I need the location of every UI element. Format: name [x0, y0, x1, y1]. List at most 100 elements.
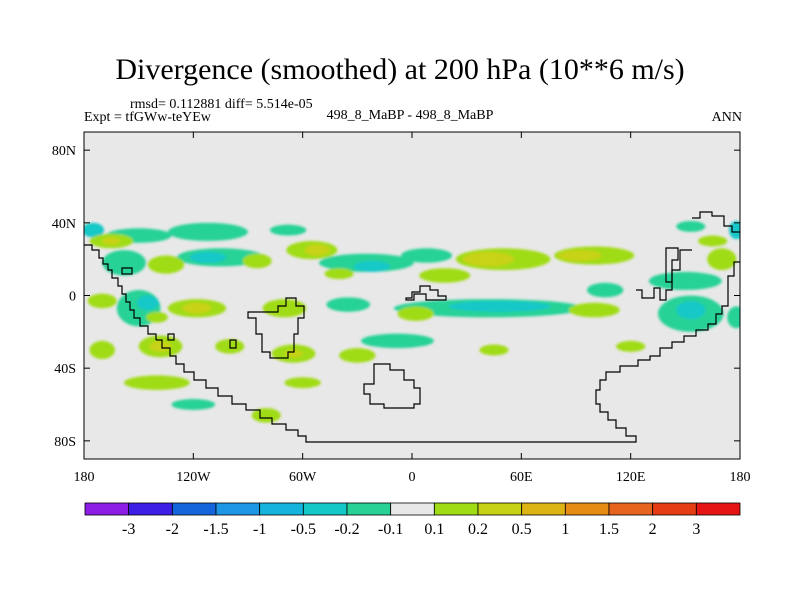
- colorbar-box-1: [128, 502, 173, 516]
- divergence-blob-14: [136, 295, 159, 311]
- divergence-blob-10: [353, 260, 391, 272]
- y-tick-label-1: 40N: [52, 217, 76, 232]
- colorbar-box-6: [346, 502, 392, 516]
- divergence-blob-28: [324, 268, 354, 280]
- divergence-blob-26: [242, 253, 272, 269]
- colorbar-box-3: [215, 502, 261, 516]
- chart-title: Divergence (smoothed) at 200 hPa (10**6 …: [115, 53, 685, 86]
- x-tick-label-6: 180: [730, 470, 751, 485]
- divergence-blob-42: [339, 348, 376, 363]
- experiment-label: Expt = tfGWw-teYEw: [84, 110, 211, 125]
- colorbar-label-4: -0.5: [291, 521, 316, 538]
- divergence-blob-11: [401, 248, 453, 263]
- colorbar-box-13: [652, 502, 697, 516]
- divergence-blob-55: [102, 237, 121, 245]
- colorbar-label-2: -1.5: [203, 521, 228, 538]
- colorbar-box-10: [521, 502, 566, 516]
- case-label: 498_8_MaBP - 498_8_MaBP: [326, 108, 494, 123]
- divergence-blob-29: [419, 268, 471, 283]
- divergence-blob-46: [145, 311, 168, 323]
- coast-africa-north: [247, 297, 305, 359]
- coast-island-2: [167, 333, 175, 341]
- axis-tick-labels: 180 120W 60W 0 60E 120E 180 80N 40N 0 40S 80S: [52, 144, 751, 485]
- divergence-blob-37: [568, 302, 620, 318]
- divergence-blob-49: [479, 344, 509, 356]
- colorbar-box-2: [171, 502, 217, 516]
- x-tick-label-2: 60W: [289, 470, 317, 485]
- divergence-blob-48: [616, 340, 646, 352]
- colorbar-box-7: [390, 502, 435, 516]
- colorbar-label-10: 1: [561, 521, 569, 538]
- divergence-blob-21: [727, 306, 740, 329]
- colorbar-box-12: [608, 502, 654, 516]
- colorbar-label-12: 2: [649, 521, 657, 538]
- colorbar-box-14: [695, 502, 741, 516]
- coast-asia-east: [665, 247, 679, 283]
- colorbar-label-6: -0.1: [378, 521, 403, 538]
- coast-island-1: [229, 339, 237, 349]
- y-tick-label-3: 40S: [54, 362, 76, 377]
- y-tick-label-0: 80N: [52, 144, 76, 159]
- colorbar-box-9: [477, 502, 523, 516]
- divergence-blob-17: [448, 300, 551, 312]
- divergence-blob-44: [284, 377, 321, 389]
- colorbar-label-13: 3: [692, 521, 700, 538]
- divergence-blob-6: [102, 250, 146, 276]
- divergence-blob-12: [648, 271, 722, 291]
- colorbar-label-5: -0.2: [334, 521, 359, 538]
- colorbar-label-8: 0.2: [468, 521, 488, 538]
- divergence-blob-22: [360, 333, 434, 349]
- coast-asia: [636, 249, 692, 301]
- divergence-blob-53: [182, 302, 212, 314]
- coast-north-america: [84, 244, 157, 340]
- divergence-blob-33: [87, 293, 117, 309]
- axis-ticks: [83, 132, 741, 459]
- y-tick-label-2: 0: [69, 290, 76, 305]
- divergence-blob-54: [149, 340, 172, 352]
- colorbar-box-11: [564, 502, 610, 516]
- divergence-blob-52: [304, 244, 330, 256]
- colorbar: [84, 502, 741, 516]
- divergence-blob-35: [262, 299, 307, 318]
- divergence-blob-2: [167, 222, 249, 242]
- colorbar-label-11: 1.5: [599, 521, 619, 538]
- divergence-blob-23: [171, 399, 216, 410]
- divergence-blob-25: [147, 255, 185, 274]
- divergence-blob-0: [84, 222, 105, 238]
- x-tick-label-5: 120E: [616, 470, 646, 485]
- divergence-blob-47: [698, 235, 728, 247]
- divergence-field: [84, 221, 740, 423]
- divergence-blob-18: [586, 282, 624, 298]
- colorbar-label-9: 0.5: [512, 521, 532, 538]
- divergence-blob-3: [269, 224, 307, 236]
- colorbar-box-5: [302, 502, 348, 516]
- divergence-blob-51: [557, 250, 602, 261]
- colorbar-labels: -3 -2 -1.5 -1 -0.5 -0.2 -0.1 0.1 0.2 0.5 1 1.5 2 3: [122, 521, 700, 538]
- x-tick-label-4: 60E: [510, 470, 533, 485]
- colorbar-box-8: [433, 502, 479, 516]
- season-label: ANN: [711, 110, 742, 125]
- colorbar-label-7: 0.1: [424, 521, 444, 538]
- coast-pacific-rim: [692, 211, 740, 294]
- divergence-blob-5: [676, 221, 706, 232]
- y-tick-label-4: 80S: [54, 435, 76, 450]
- divergence-blob-43: [124, 375, 190, 390]
- rmsd-stats: rmsd= 0.112881 diff= 5.514e-05: [130, 97, 313, 112]
- colorbar-box-4: [259, 502, 304, 516]
- divergence-blob-15: [326, 297, 371, 312]
- x-tick-label-3: 0: [409, 470, 416, 485]
- coast-africa-horn: [405, 285, 447, 301]
- divergence-blob-38: [89, 340, 115, 360]
- x-tick-label-1: 120W: [176, 470, 211, 485]
- divergence-blob-45: [251, 408, 281, 423]
- x-tick-label-0: 180: [74, 470, 95, 485]
- colorbar-label-0: -3: [122, 521, 135, 538]
- colorbar-label-3: -1: [253, 521, 266, 538]
- coast-island-3: [121, 267, 133, 275]
- divergence-blob-50: [463, 251, 515, 267]
- coast-australia: [363, 363, 421, 409]
- coastlines: [84, 211, 740, 443]
- divergence-blob-4: [729, 221, 740, 240]
- colorbar-box-0: [84, 502, 130, 516]
